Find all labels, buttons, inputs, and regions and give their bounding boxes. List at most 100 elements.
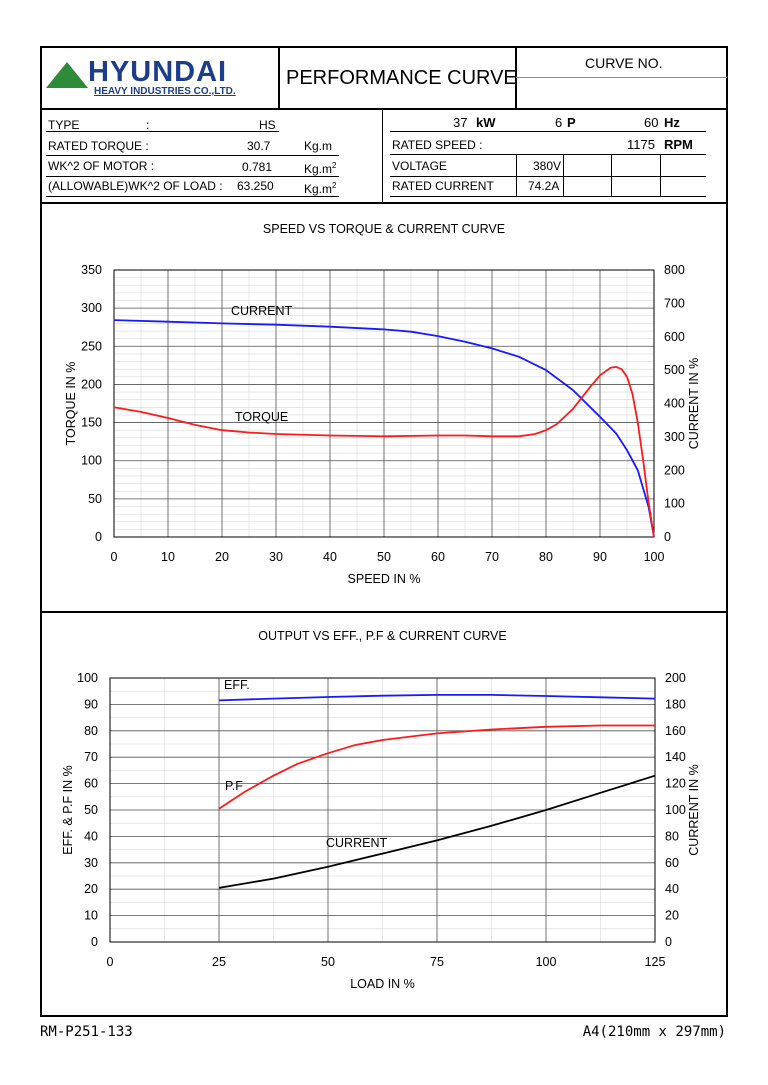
y-tick-label: 20 xyxy=(84,882,98,896)
y-tick-label: 200 xyxy=(81,377,102,391)
series-line-current xyxy=(113,319,655,538)
spec-rule xyxy=(46,176,339,177)
spec-rule xyxy=(46,155,339,156)
y-tick-label: 250 xyxy=(81,339,102,353)
speed-torque-current-chart: SPEED VS TORQUE & CURRENT CURVE 0 10 20 30 40… xyxy=(64,222,701,586)
plot-area-border xyxy=(113,269,655,538)
poles-value: 6 xyxy=(555,115,563,130)
y2-tick-label: 200 xyxy=(664,463,685,477)
x-tick-label: 90 xyxy=(593,550,607,564)
spec-divider xyxy=(382,109,383,203)
chart-title: OUTPUT VS EFF., P.F & CURRENT CURVE xyxy=(258,629,506,643)
x-tick-label: 0 xyxy=(111,550,118,564)
spec-cell-sep xyxy=(563,154,564,197)
x-tick-label: 10 xyxy=(161,550,175,564)
rated-speed-label: RATED SPEED : xyxy=(392,138,483,152)
series-label: P.F xyxy=(225,779,243,793)
rated-torque-label: RATED TORQUE : xyxy=(48,139,149,153)
wk2-load-unit: Kg.m2 xyxy=(304,181,337,196)
spec-cell-sep xyxy=(611,154,612,197)
y2-tick-label: 160 xyxy=(665,724,686,738)
series-line-current xyxy=(218,774,656,889)
freq-unit: Hz xyxy=(664,115,680,130)
x-tick-label: 70 xyxy=(485,550,499,564)
x-tick-label: 60 xyxy=(431,550,445,564)
rated-speed-unit: RPM xyxy=(664,137,693,152)
spec-rule xyxy=(390,176,706,177)
chart-title: SPEED VS TORQUE & CURRENT CURVE xyxy=(263,222,505,236)
y-tick-label: 90 xyxy=(84,697,98,711)
y-tick-label: 100 xyxy=(77,671,98,685)
y2-tick-label: 60 xyxy=(665,856,679,870)
x-axis-label: LOAD IN % xyxy=(350,977,415,991)
rated-speed-value: 1175 xyxy=(627,137,655,152)
spec-rule xyxy=(46,196,339,197)
curve-no-line xyxy=(516,77,727,78)
y2-tick-label: 20 xyxy=(665,909,679,923)
y-tick-label: 50 xyxy=(84,803,98,817)
x-tick-label: 125 xyxy=(645,955,666,969)
type-label: TYPE xyxy=(48,118,80,132)
y2-tick-label: 80 xyxy=(665,829,679,843)
y2-tick-label: 120 xyxy=(665,777,686,791)
y-tick-label: 80 xyxy=(84,724,98,738)
x-tick-label: 75 xyxy=(430,955,444,969)
x-tick-label: 100 xyxy=(644,550,665,564)
series-line-eff xyxy=(218,694,656,702)
type-value: HS xyxy=(259,118,276,132)
document-number: RM-P251-133 xyxy=(40,1024,133,1040)
power-value: 37 xyxy=(453,115,468,130)
hyundai-triangle-icon xyxy=(46,62,88,88)
y2-tick-label: 300 xyxy=(664,430,685,444)
x-tick-label: 0 xyxy=(107,955,114,969)
y-tick-label: 150 xyxy=(81,416,102,430)
y2-tick-label: 200 xyxy=(665,671,686,685)
x-tick-label: 20 xyxy=(215,550,229,564)
y2-axis-label: CURRENT IN % xyxy=(687,358,701,449)
x-tick-label: 50 xyxy=(321,955,335,969)
series-label: CURRENT xyxy=(326,836,387,850)
x-tick-label: 25 xyxy=(212,955,226,969)
x-tick-label: 100 xyxy=(536,955,557,969)
y-tick-label: 10 xyxy=(84,909,98,923)
y-tick-label: 0 xyxy=(95,530,102,544)
series-label: EFF. xyxy=(224,678,250,692)
y2-tick-label: 400 xyxy=(664,397,685,411)
y2-tick-label: 600 xyxy=(664,330,685,344)
y-tick-label: 0 xyxy=(91,935,98,949)
series-line-torque xyxy=(113,366,655,538)
wk2-motor-label: WK^2 OF MOTOR : xyxy=(48,159,155,173)
company-subname: HEAVY INDUSTRIES CO.,LTD. xyxy=(94,86,236,97)
rated-current-label: RATED CURRENT xyxy=(392,179,494,193)
y2-tick-label: 700 xyxy=(664,296,685,310)
wk2-motor-unit: Kg.m2 xyxy=(304,161,337,176)
y-axis-label: TORQUE IN % xyxy=(64,362,78,446)
rated-torque-unit: Kg.m xyxy=(304,139,333,153)
x-tick-label: 80 xyxy=(539,550,553,564)
y-tick-label: 50 xyxy=(88,492,102,506)
plot-area-border xyxy=(109,677,656,943)
voltage-label: VOLTAGE xyxy=(392,159,447,173)
spec-rule xyxy=(390,131,706,132)
document-frame xyxy=(40,46,728,1017)
spec-rule xyxy=(390,196,706,197)
y2-tick-label: 100 xyxy=(665,803,686,817)
y2-tick-label: 140 xyxy=(665,750,686,764)
curve-no-label: CURVE NO. xyxy=(585,55,663,71)
y2-tick-label: 40 xyxy=(665,882,679,896)
y2-tick-label: 0 xyxy=(664,530,671,544)
y-tick-label: 60 xyxy=(84,777,98,791)
y2-tick-label: 180 xyxy=(665,697,686,711)
page-title: PERFORMANCE CURVE xyxy=(286,67,517,89)
wk2-motor-value: 0.781 xyxy=(242,160,273,174)
x-tick-label: 30 xyxy=(269,550,283,564)
spec-bottom-divider xyxy=(40,202,728,204)
y2-axis-label: CURRENT IN % xyxy=(687,764,701,855)
freq-value: 60 xyxy=(644,115,659,130)
chart-divider xyxy=(40,611,728,613)
paper-size: A4(210mm x 297mm) xyxy=(582,1024,726,1040)
header-sep-1 xyxy=(278,46,280,109)
series-line-p-f xyxy=(218,724,655,810)
spec-cell-sep xyxy=(660,154,661,197)
voltage-value: 380V xyxy=(533,159,562,173)
